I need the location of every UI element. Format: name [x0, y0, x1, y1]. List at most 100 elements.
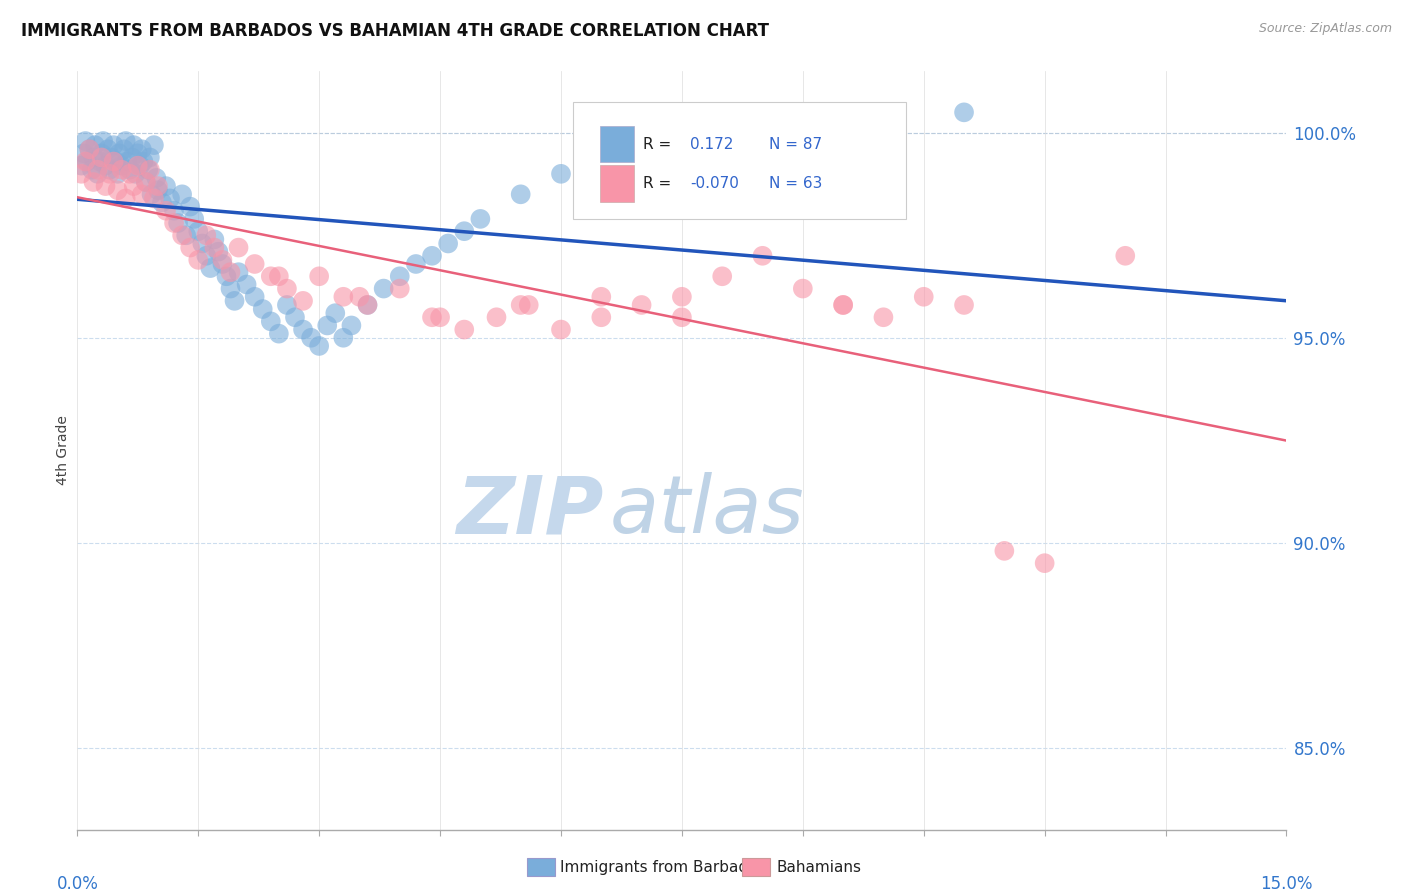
Point — [405, 257, 427, 271]
Point — [299, 331, 322, 345]
Point — [187, 252, 209, 267]
Point — [118, 167, 141, 181]
Point — [235, 277, 257, 292]
Point — [97, 142, 120, 156]
Point — [200, 261, 222, 276]
Point — [183, 211, 205, 226]
Point — [107, 167, 129, 181]
Point — [308, 339, 330, 353]
Point — [124, 167, 146, 181]
Point — [103, 138, 125, 153]
Point — [276, 282, 298, 296]
Point — [100, 150, 122, 164]
Text: ZIP: ZIP — [456, 472, 603, 550]
Text: -0.070: -0.070 — [690, 176, 740, 191]
Point — [103, 154, 125, 169]
Point — [671, 290, 693, 304]
Point — [340, 318, 363, 333]
Point — [332, 290, 354, 304]
Point — [591, 310, 613, 325]
Point — [292, 322, 315, 336]
Point — [211, 252, 233, 267]
Point — [155, 203, 177, 218]
Point — [131, 142, 153, 156]
Point — [70, 167, 93, 181]
Point — [323, 306, 346, 320]
Point — [159, 191, 181, 205]
Point — [114, 134, 136, 148]
Point — [146, 179, 169, 194]
Point — [219, 282, 242, 296]
Point — [202, 232, 225, 246]
Point — [141, 187, 163, 202]
Point — [373, 282, 395, 296]
Point — [135, 175, 157, 189]
Text: 15.0%: 15.0% — [1260, 875, 1313, 892]
Text: 0.172: 0.172 — [690, 136, 734, 152]
Point — [84, 138, 107, 153]
Point — [630, 146, 652, 161]
Point — [179, 241, 201, 255]
Point — [453, 322, 475, 336]
Point — [202, 241, 225, 255]
Point — [179, 200, 201, 214]
Point — [267, 269, 290, 284]
Text: Immigrants from Barbados: Immigrants from Barbados — [560, 861, 765, 875]
Text: atlas: atlas — [609, 472, 804, 550]
Point — [356, 298, 378, 312]
Point — [121, 150, 143, 164]
Point — [550, 322, 572, 336]
Point — [94, 179, 117, 194]
Text: Bahamians: Bahamians — [776, 861, 860, 875]
Point — [751, 249, 773, 263]
Point — [91, 134, 114, 148]
Point — [146, 183, 169, 197]
Point — [94, 159, 117, 173]
Point — [711, 269, 734, 284]
Point — [872, 310, 894, 325]
Point — [228, 241, 250, 255]
Point — [131, 187, 153, 202]
Point — [252, 301, 274, 316]
Point — [953, 298, 976, 312]
Point — [630, 298, 652, 312]
Point — [129, 159, 152, 173]
Y-axis label: 4th Grade: 4th Grade — [56, 416, 70, 485]
Point — [122, 179, 145, 194]
Point — [112, 142, 135, 156]
Point — [509, 298, 531, 312]
Text: N = 63: N = 63 — [769, 176, 823, 191]
Point — [195, 228, 218, 243]
Point — [228, 265, 250, 279]
Point — [792, 282, 814, 296]
Point — [429, 310, 451, 325]
Point — [308, 269, 330, 284]
Point — [89, 154, 111, 169]
Point — [139, 162, 162, 177]
Point — [136, 162, 159, 177]
Point — [485, 310, 508, 325]
Point — [76, 154, 98, 169]
Point — [207, 244, 229, 259]
Point — [108, 146, 131, 161]
Point — [75, 154, 97, 169]
Point — [163, 203, 186, 218]
Point — [167, 216, 190, 230]
Point — [90, 150, 112, 164]
Point — [711, 134, 734, 148]
Point — [122, 138, 145, 153]
Point — [127, 146, 149, 161]
Point — [1114, 249, 1136, 263]
Point — [86, 162, 108, 177]
Point — [75, 134, 97, 148]
Point — [174, 228, 197, 243]
Point — [316, 318, 339, 333]
Point — [127, 159, 149, 173]
Point — [260, 314, 283, 328]
Point — [550, 167, 572, 181]
Point — [243, 290, 266, 304]
Point — [420, 310, 443, 325]
Point — [388, 282, 411, 296]
Point — [142, 138, 165, 153]
Point — [82, 150, 104, 164]
